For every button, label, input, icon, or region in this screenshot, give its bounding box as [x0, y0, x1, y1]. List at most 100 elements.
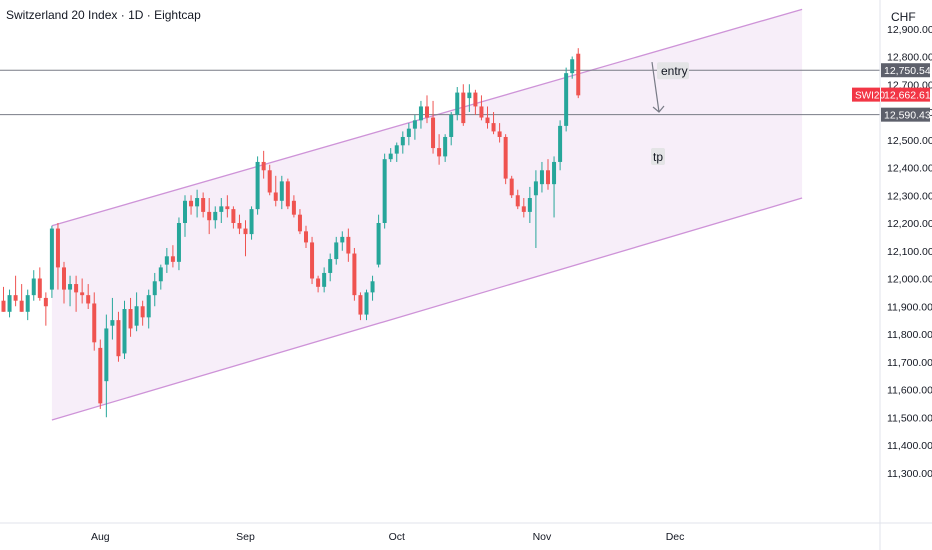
- candle-body: [358, 295, 363, 315]
- candle-body: [201, 198, 206, 212]
- candle-body: [564, 73, 569, 126]
- y-tick-label: 11,900.00: [887, 301, 932, 313]
- candle-body: [219, 206, 224, 212]
- candle-body: [509, 178, 514, 196]
- candle-body: [7, 295, 12, 312]
- annotations[interactable]: entry tp: [651, 61, 689, 165]
- candle-body: [425, 106, 429, 118]
- channel-lower-line[interactable]: [51, 197, 803, 421]
- candle-body: [231, 209, 236, 223]
- candle-body: [267, 170, 272, 193]
- candle-body: [291, 200, 296, 215]
- candle-body: [479, 106, 484, 118]
- last-price-tag: [881, 87, 930, 102]
- y-tick-label: 12,400.00: [887, 163, 932, 175]
- candle-body: [515, 195, 520, 207]
- candle-body: [455, 92, 460, 115]
- candle-body: [213, 211, 218, 221]
- candle-body: [340, 236, 345, 243]
- candle-body: [533, 181, 538, 196]
- last-price-tag-text: 12,662.61: [884, 90, 931, 102]
- candle-body: [104, 328, 109, 382]
- x-tick-label: Aug: [91, 531, 110, 543]
- candle-body: [539, 170, 544, 185]
- candle-body: [382, 159, 387, 223]
- candle-body: [279, 181, 284, 201]
- candle-body: [473, 92, 478, 107]
- candle-body: [225, 206, 230, 210]
- candle-body: [152, 281, 157, 296]
- candle-body: [304, 231, 308, 243]
- tp-arrow-head: [652, 105, 665, 113]
- candle-body: [25, 295, 30, 312]
- y-tick-label: 11,800.00: [887, 329, 932, 341]
- entry-label-text: entry: [661, 64, 688, 78]
- y-tick-label: 12,000.00: [887, 274, 932, 286]
- candle-body: [31, 278, 36, 296]
- candle-body: [158, 267, 163, 282]
- entry-label[interactable]: entry: [657, 62, 689, 80]
- candle-body: [467, 92, 472, 99]
- candle-body: [570, 59, 575, 74]
- candle-body: [297, 214, 302, 232]
- candle-body: [370, 281, 375, 293]
- currency-label[interactable]: CHF: [891, 10, 916, 24]
- candle-body: [92, 303, 97, 343]
- candle-body: [485, 117, 490, 124]
- y-tick-label: 11,600.00: [887, 385, 932, 397]
- x-tick-label: Oct: [389, 531, 405, 543]
- candle-body: [195, 198, 200, 207]
- candle-body: [207, 211, 212, 221]
- tp-arrow-line[interactable]: [651, 61, 660, 113]
- candle-body: [249, 209, 254, 235]
- candle-body: [443, 136, 448, 157]
- chart-title: Switzerland 20 Index · 1D · Eightcap: [6, 8, 201, 22]
- candle-body: [546, 170, 550, 185]
- y-tick-label: 11,500.00: [887, 412, 932, 424]
- candle-body: [146, 295, 151, 318]
- price-axis[interactable]: 11,300.00 11,400.00 11,500.00 11,600.00 11,7…: [887, 24, 932, 480]
- time-axis[interactable]: Aug Sep Oct Nov Dec: [91, 531, 684, 543]
- candle-body: [328, 259, 333, 273]
- candles: [1, 48, 581, 418]
- horizontal-lines[interactable]: [0, 69, 880, 116]
- candle-body: [62, 267, 66, 290]
- candle-body: [43, 297, 48, 307]
- candle-body: [176, 223, 181, 262]
- candle-body: [400, 136, 405, 146]
- candle-body: [449, 114, 454, 137]
- candle-body: [37, 278, 42, 298]
- y-tick-label: 12,200.00: [887, 218, 932, 230]
- candle-body: [552, 161, 557, 185]
- candle-body: [243, 228, 248, 235]
- candle-body: [388, 153, 393, 160]
- candle-body: [122, 309, 127, 354]
- y-tick-label: 12,100.00: [887, 246, 932, 258]
- candle-body: [394, 145, 399, 154]
- candle-body: [364, 292, 369, 315]
- symbol-tag: [852, 87, 880, 102]
- tp-label[interactable]: tp: [651, 148, 665, 165]
- y-tick-label: 11,300.00: [887, 468, 932, 480]
- candle-body: [576, 53, 581, 96]
- candle-body: [437, 148, 442, 157]
- candle-body: [497, 131, 502, 137]
- candle-body: [13, 295, 18, 301]
- candle-body: [346, 236, 351, 254]
- hline-price-tag: [881, 63, 930, 78]
- candle-body: [521, 206, 526, 212]
- candle-body: [527, 198, 532, 212]
- candle-body: [55, 228, 60, 268]
- channel-fill: [51, 9, 803, 421]
- candle-body: [352, 253, 357, 296]
- x-tick-label: Sep: [236, 531, 255, 543]
- candle-body: [68, 284, 73, 290]
- candle-body: [491, 123, 496, 132]
- candle-body: [110, 320, 115, 326]
- candle-body: [134, 306, 139, 326]
- candle-body: [255, 161, 260, 210]
- candle-body: [310, 242, 315, 279]
- candle-body: [98, 347, 103, 404]
